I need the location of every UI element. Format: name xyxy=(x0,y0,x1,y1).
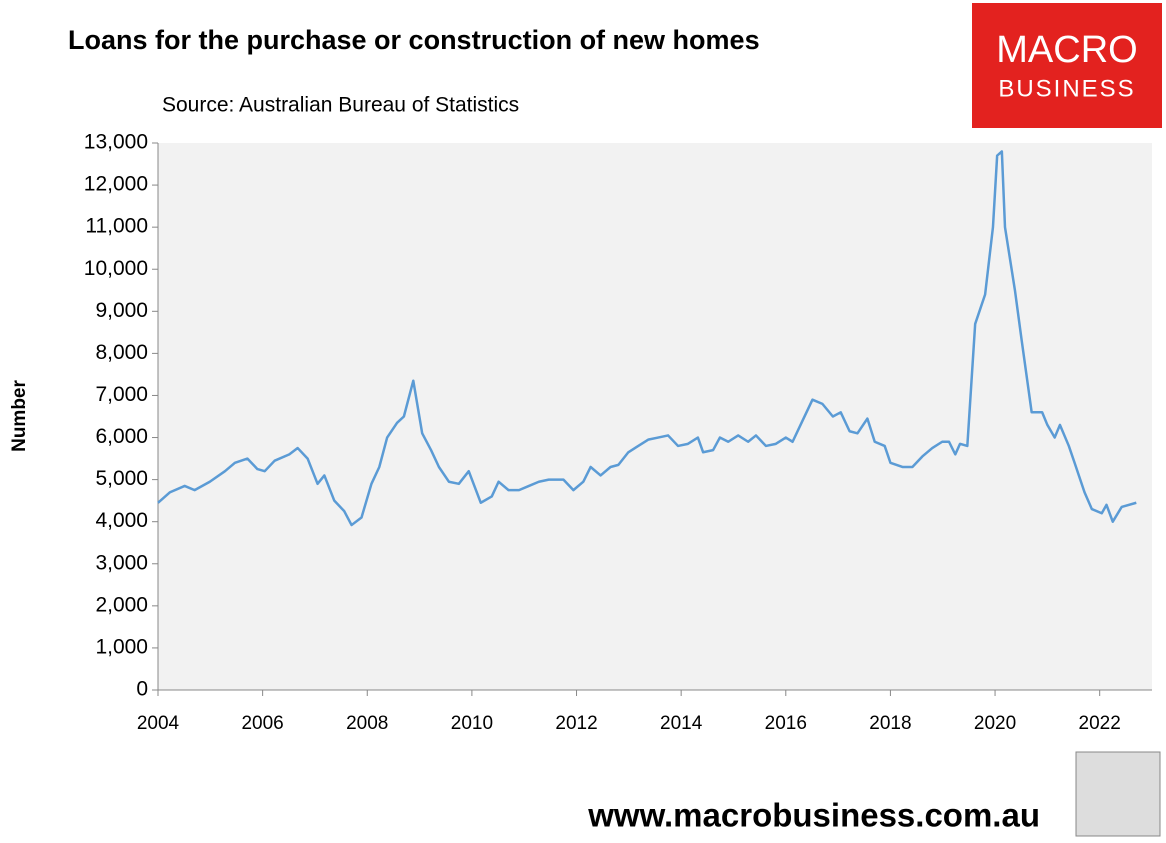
y-tick-label: 4,000 xyxy=(95,509,148,532)
x-tick-label: 2016 xyxy=(765,713,807,734)
y-tick-label: 7,000 xyxy=(95,383,148,406)
y-tick-label: 3,000 xyxy=(95,551,148,574)
chart: Loans for the purchase or construction o… xyxy=(0,0,1166,843)
y-axis-label: Number xyxy=(9,380,30,452)
footer: www.macrobusiness.com.au xyxy=(587,797,1040,834)
y-tick-label: 5,000 xyxy=(95,467,148,490)
y-tick-label: 10,000 xyxy=(84,257,148,280)
y-tick-label: 8,000 xyxy=(95,341,148,364)
y-tick-label: 0 xyxy=(136,678,148,701)
y-tick-label: 1,000 xyxy=(95,635,148,658)
y-tick-label: 2,000 xyxy=(95,593,148,616)
x-tick-label: 2020 xyxy=(974,713,1016,734)
y-tick-label: 11,000 xyxy=(85,215,148,238)
y-tick-label: 9,000 xyxy=(95,299,148,322)
y-tick-label: 6,000 xyxy=(95,425,148,448)
x-tick-label: 2018 xyxy=(869,713,911,734)
logo-text: MACRO xyxy=(996,29,1137,71)
chart-title: Loans for the purchase or construction o… xyxy=(68,25,760,55)
x-tick-label: 2008 xyxy=(346,713,388,734)
x-tick-label: 2014 xyxy=(660,713,703,734)
y-tick-label: 12,000 xyxy=(84,173,148,196)
logo-text: BUSINESS xyxy=(998,75,1135,102)
plot-area xyxy=(158,143,1152,690)
fox-icon xyxy=(1076,752,1160,836)
chart-subtitle: Source: Australian Bureau of Statistics xyxy=(162,94,519,117)
plot: 0 1,000 2,000 3,000 4,000 5,000 6,000 7,000 8,00… xyxy=(84,131,1152,734)
x-tick-label: 2012 xyxy=(555,713,597,734)
x-tick-label: 2022 xyxy=(1079,713,1121,734)
x-tick-label: 2010 xyxy=(451,713,493,734)
x-tick-label: 2006 xyxy=(241,713,283,734)
x-tick-label: 2004 xyxy=(137,713,180,734)
y-tick-label: 13,000 xyxy=(84,131,148,154)
